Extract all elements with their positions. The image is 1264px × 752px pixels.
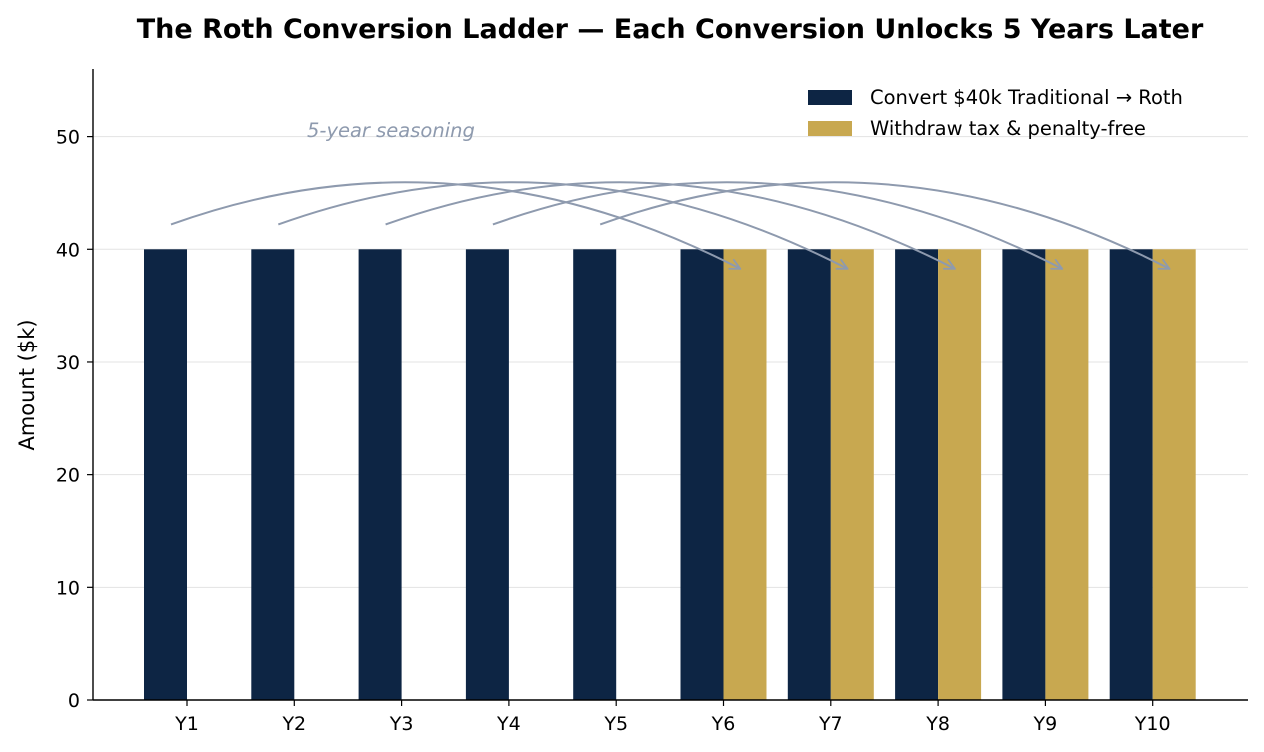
legend-swatch-withdraw [808,121,852,136]
x-tick-label: Y10 [1134,713,1171,735]
bar-withdraw [1045,249,1089,701]
legend-label-convert: Convert $40k Traditional → Roth [870,86,1183,109]
bar-convert [1002,249,1046,701]
bar-convert [787,249,831,701]
legend: Convert $40k Traditional → Roth Withdraw… [808,86,1183,140]
bar-convert [251,249,295,701]
seasoning-arrows [170,181,1171,270]
bar-withdraw [1152,249,1196,701]
bar-withdraw [830,249,874,701]
bar-convert [680,249,724,701]
y-tick-label: 20 [56,465,80,487]
legend-label-withdraw: Withdraw tax & penalty-free [870,117,1146,140]
seasoning-arrow [599,181,1171,270]
bar-withdraw [723,249,767,701]
bar-convert [573,249,617,701]
y-tick-label: 50 [56,127,80,149]
y-tick-labels: 0 10 20 30 40 50 [56,127,93,712]
y-tick-label: 30 [56,352,80,374]
y-tick-label: 0 [68,690,80,712]
y-axis-label: Amount ($k) [15,319,39,450]
y-tick-label: 40 [56,239,80,261]
x-tick-label: Y1 [174,713,199,735]
bars [144,249,1196,701]
bar-convert [144,249,187,701]
bar-withdraw [938,249,982,701]
bar-convert [895,249,939,701]
y-tick-label: 10 [56,577,80,599]
annotation-text: 5-year seasoning [307,119,475,142]
x-tick-label: Y7 [818,713,843,735]
x-tick-label: Y9 [1033,713,1058,735]
bar-convert [1109,249,1153,701]
x-tick-label: Y6 [711,713,736,735]
x-tick-label: Y3 [389,713,414,735]
legend-swatch-convert [808,90,852,105]
x-tick-label: Y5 [603,713,628,735]
bar-convert [358,249,402,701]
x-tick-label: Y8 [925,713,950,735]
chart-title: The Roth Conversion Ladder — Each Conver… [137,14,1204,45]
x-tick-label: Y2 [281,713,306,735]
x-tick-labels: Y1 Y2 Y3 Y4 Y5 Y6 Y7 Y8 Y9 Y10 [174,700,1171,735]
x-tick-label: Y4 [496,713,521,735]
bar-convert [465,249,509,701]
axes [92,69,1248,701]
